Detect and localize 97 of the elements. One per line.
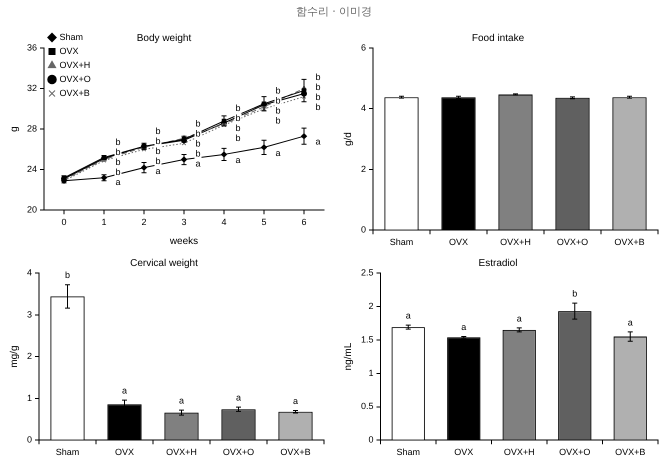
annotation: b: [235, 132, 241, 143]
legend-label: OVX+B: [60, 88, 90, 98]
x-tick-label: OVX+B: [614, 237, 645, 248]
legend-label: OVX+O: [60, 74, 91, 84]
annotation: b: [315, 92, 321, 102]
annotation: b: [275, 106, 281, 116]
annotation: b: [315, 102, 321, 112]
y-tick-label: 0: [26, 434, 32, 445]
annotation: a: [461, 322, 466, 332]
annotation: b: [196, 118, 201, 129]
y-axis-title: g/d: [342, 132, 354, 146]
annotation: a: [122, 386, 128, 396]
annotation: b: [315, 72, 321, 82]
x-tick-label: OVX: [114, 447, 134, 458]
annotation: a: [235, 154, 241, 165]
chart-title: Body weight: [136, 32, 192, 44]
x-tick-label: OVX+O: [559, 447, 590, 458]
y-axis-title: mg/g: [8, 345, 20, 368]
x-tick-label: 4: [221, 217, 227, 228]
x-tick-label: OVX: [454, 447, 474, 458]
y-tick-label: 4: [360, 103, 366, 114]
annotation: b: [196, 128, 201, 139]
x-tick-label: 3: [182, 217, 187, 228]
y-tick-label: 0: [360, 224, 366, 235]
annotation: b: [315, 82, 321, 92]
x-tick-label: 6: [301, 217, 307, 228]
x-tick-label: 5: [261, 217, 267, 228]
y-axis-title: ng/mL: [342, 342, 354, 370]
annotation: b: [156, 136, 161, 146]
annotation: b: [275, 86, 281, 96]
annotation: a: [315, 136, 321, 147]
y-tick-label: 6: [360, 42, 366, 52]
annotation: b: [235, 122, 241, 133]
annotation: b: [116, 167, 121, 178]
x-tick-label: OVX+H: [166, 447, 197, 458]
x-tick-label: 2: [142, 217, 147, 228]
legend-label: OVX: [60, 46, 79, 56]
annotation: b: [156, 156, 161, 166]
annotation: b: [235, 112, 241, 123]
annotation: a: [236, 392, 242, 403]
annotation: b: [116, 137, 121, 148]
y-tick-label: 4: [26, 267, 32, 278]
annotation: a: [116, 177, 121, 188]
y-tick-label: 0.5: [360, 401, 374, 412]
annotation: b: [116, 147, 121, 158]
chart-title: Estradiol: [478, 258, 518, 269]
annotation: a: [275, 148, 281, 158]
x-tick-label: OVX+H: [504, 447, 535, 458]
y-tick-label: 2: [368, 300, 374, 311]
annotation: b: [156, 146, 161, 156]
legend-label: OVX+H: [60, 60, 90, 70]
y-tick-label: 3: [26, 309, 32, 320]
x-tick-label: OVX+O: [556, 237, 588, 248]
x-axis-title: weeks: [168, 236, 198, 247]
y-tick-label: 2: [360, 164, 366, 174]
annotation: a: [178, 396, 184, 406]
y-tick-label: 0: [368, 434, 374, 445]
x-tick-label: OVX+H: [500, 237, 531, 248]
y-tick-label: 36: [26, 42, 38, 52]
annotation: b: [116, 157, 121, 168]
x-tick-label: OVX+B: [280, 447, 311, 458]
annotation: b: [156, 126, 161, 136]
x-tick-label: OVX+O: [222, 447, 254, 458]
chart-title: Food intake: [472, 32, 525, 44]
annotation: a: [516, 313, 522, 324]
y-tick-label: 2.5: [360, 267, 374, 278]
x-tick-label: OVX+B: [615, 447, 646, 458]
annotation: b: [235, 102, 241, 113]
annotation: b: [275, 96, 281, 106]
y-tick-label: 2: [26, 351, 32, 362]
annotation: b: [196, 148, 201, 159]
x-tick-label: Sham: [396, 447, 420, 458]
annotation: a: [628, 317, 633, 328]
x-tick-label: 0: [62, 217, 67, 228]
legend-label: Sham: [60, 32, 84, 42]
annotation: a: [406, 310, 411, 321]
x-tick-label: Sham: [56, 447, 80, 458]
text: 함수리 · 이미경: [296, 5, 372, 18]
annotation: b: [572, 288, 578, 299]
y-tick-label: 24: [26, 164, 38, 174]
y-tick-label: 1.5: [360, 334, 374, 344]
annotation: b: [275, 116, 281, 126]
x-tick-label: Sham: [390, 237, 414, 248]
annotation: b: [196, 138, 201, 149]
chart-title: Cervical weight: [130, 258, 198, 269]
annotation: a: [292, 396, 298, 406]
y-axis-title: g: [8, 126, 20, 132]
y-tick-label: 32: [26, 83, 38, 94]
annotation: a: [196, 158, 201, 169]
y-tick-label: 1: [368, 368, 374, 378]
x-tick-label: 1: [102, 217, 107, 228]
x-tick-label: OVX: [448, 237, 468, 248]
y-tick-label: 28: [26, 124, 38, 134]
annotation: b: [64, 270, 70, 280]
annotation: a: [156, 166, 161, 176]
y-tick-label: 20: [26, 204, 38, 215]
y-tick-label: 1: [26, 392, 32, 403]
